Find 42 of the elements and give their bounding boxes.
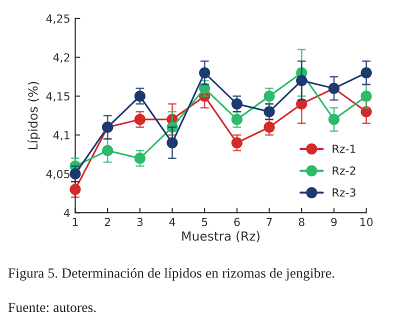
- x-tick-label: 1: [72, 218, 78, 226]
- point: [134, 152, 146, 164]
- x-tick-label: 10: [360, 218, 373, 226]
- point: [360, 90, 372, 102]
- x-tick-label: 6: [234, 218, 240, 226]
- x-tick-label: 3: [137, 218, 143, 226]
- point: [264, 122, 275, 133]
- point: [231, 114, 242, 126]
- x-tick-label: 9: [331, 218, 337, 226]
- legend-label: Rz-3: [332, 188, 356, 197]
- point: [166, 137, 178, 148]
- x-tick-label: 5: [202, 218, 208, 226]
- y-tick-label: 4,2: [53, 53, 70, 63]
- x-tick-label: 7: [266, 218, 272, 226]
- point: [134, 90, 146, 102]
- point: [264, 106, 275, 118]
- text: Figura 5. Determinación de lípidos en rizomas de jengibre.: [8, 268, 334, 281]
- point: [102, 144, 114, 156]
- y-tick-label: 4: [64, 208, 70, 217]
- x-tick-label: 2: [104, 218, 110, 226]
- y-tick-label: 4,15: [46, 92, 70, 102]
- point: [296, 75, 308, 86]
- point: [231, 98, 242, 110]
- point: [360, 67, 372, 78]
- point: [264, 90, 275, 102]
- x-tick-label: 4: [169, 218, 176, 226]
- source-note: Fuente: autores.: [8, 302, 96, 312]
- y-tick-label: 4,05: [46, 170, 70, 180]
- point: [134, 114, 146, 126]
- point: [70, 168, 81, 180]
- point: [296, 98, 308, 110]
- y-tick-label: 4,1: [53, 131, 70, 141]
- y-axis-title: Lípidos (%): [27, 82, 40, 150]
- y-tick-label: 4,25: [46, 14, 70, 24]
- point: [70, 184, 81, 195]
- x-tick-label: 8: [298, 218, 304, 226]
- legend-label: Rz-2: [332, 166, 356, 175]
- legend-label: Rz-1: [332, 144, 356, 153]
- x-axis-title: Muestra (Rz): [182, 231, 260, 242]
- point: [231, 137, 242, 148]
- point: [199, 67, 210, 78]
- point: [328, 114, 340, 126]
